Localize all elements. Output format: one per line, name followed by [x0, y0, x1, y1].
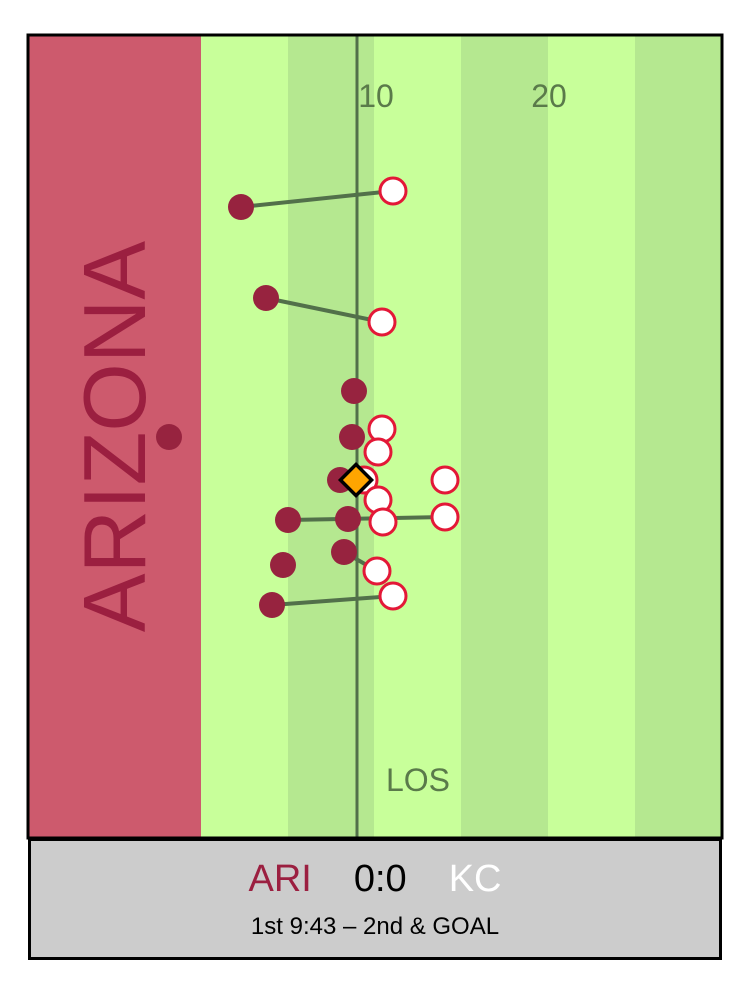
defense-player-marker — [363, 437, 393, 467]
field-area: ARIZONA 10 20 LOS — [28, 35, 722, 838]
matchup-line — [240, 189, 394, 209]
offense-player-marker — [156, 424, 182, 450]
offense-player-marker — [339, 424, 365, 450]
defense-player-marker — [368, 507, 398, 537]
game-info: 1st 9:43 – 2nd & GOAL — [250, 913, 500, 940]
football-marker — [337, 461, 375, 499]
offense-player-marker — [253, 285, 279, 311]
field-stripe — [635, 35, 722, 838]
matchup-line — [287, 515, 446, 522]
scoreboard: ARI 0:0 KC 1st 9:43 – 2nd & GOAL — [28, 838, 722, 960]
yard-label-20: 20 — [531, 78, 567, 114]
offense-players — [156, 194, 367, 618]
offense-player-marker — [259, 592, 285, 618]
defense-player-marker — [362, 556, 392, 586]
home-team-label: ARI — [248, 858, 312, 900]
yard-label-10: 10 — [358, 78, 394, 114]
defense-player-marker — [378, 176, 408, 206]
offense-player-marker — [270, 552, 296, 578]
defense-players — [349, 176, 460, 611]
defense-player-marker — [367, 307, 397, 337]
offense-player-marker — [331, 539, 357, 565]
matchup-line — [265, 296, 383, 324]
field-stripe — [461, 35, 548, 838]
score-line: ARI 0:0 KC — [31, 859, 719, 899]
away-team-label: KC — [448, 858, 502, 900]
offense-player-marker — [275, 507, 301, 533]
offense-player-marker — [228, 194, 254, 220]
offense-player-marker — [335, 506, 361, 532]
defense-player-marker — [430, 502, 460, 532]
score: 0:0 — [353, 858, 407, 900]
defense-player-marker — [378, 581, 408, 611]
matchup-lines — [240, 189, 446, 607]
endzone-label: ARIZONA — [65, 241, 164, 632]
matchup-line — [271, 594, 394, 607]
los-label: LOS — [386, 762, 450, 798]
defense-player-marker — [430, 465, 460, 495]
offense-player-marker — [341, 378, 367, 404]
